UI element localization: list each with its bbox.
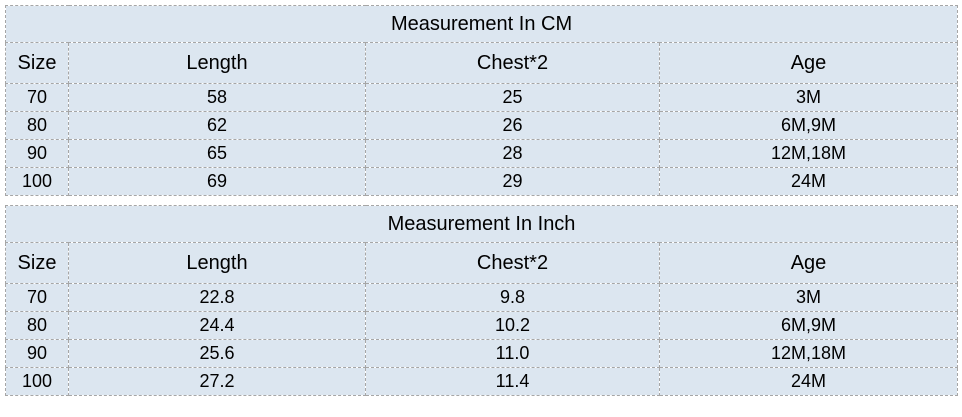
cell-age: 3M: [659, 283, 958, 312]
column-header-length: Length: [68, 242, 366, 284]
table-title-inch: Measurement In Inch: [5, 205, 958, 243]
cell-size: 100: [5, 167, 69, 196]
table-row: 100 69 29 24M: [5, 167, 959, 196]
cell-chest: 28: [365, 139, 660, 168]
cell-age: 6M,9M: [659, 311, 958, 340]
size-chart: Measurement In CM Size Length Chest*2 Ag…: [4, 5, 959, 396]
table-row: 90 25.6 11.0 12M,18M: [5, 339, 958, 368]
cell-chest: 9.8: [365, 283, 660, 312]
table-title-row: Measurement In CM: [4, 5, 959, 43]
table-row: 70 58 25 3M: [5, 83, 959, 112]
column-header-size: Size: [5, 242, 69, 284]
cell-size: 80: [5, 111, 69, 140]
cell-size: 80: [5, 311, 69, 340]
column-header-age: Age: [658, 42, 959, 84]
cell-age: 12M,18M: [659, 339, 958, 368]
cell-length: 24.4: [68, 311, 366, 340]
cell-chest: 25: [365, 83, 660, 112]
cell-chest: 29: [365, 167, 660, 196]
column-header-chest: Chest*2: [365, 42, 660, 84]
column-header-length: Length: [68, 42, 366, 84]
table-row: 80 24.4 10.2 6M,9M: [5, 311, 958, 340]
cell-length: 69: [68, 167, 366, 196]
table-row: 90 65 28 12M,18M: [5, 139, 959, 168]
cell-age: 12M,18M: [658, 139, 959, 168]
cell-length: 25.6: [68, 339, 366, 368]
cell-size: 70: [5, 283, 69, 312]
measurement-table-inch: Measurement In Inch Size Length Chest*2 …: [5, 205, 958, 396]
table-row: 80 62 26 6M,9M: [5, 111, 959, 140]
column-header-chest: Chest*2: [365, 242, 660, 284]
cell-chest: 11.4: [365, 367, 660, 396]
cell-age: 24M: [659, 367, 958, 396]
table-row: 70 22.8 9.8 3M: [5, 283, 958, 312]
cell-age: 24M: [658, 167, 959, 196]
table-title-row: Measurement In Inch: [5, 205, 958, 243]
cell-size: 90: [5, 139, 69, 168]
cell-length: 65: [68, 139, 366, 168]
cell-chest: 26: [365, 111, 660, 140]
cell-size: 90: [5, 339, 69, 368]
cell-chest: 10.2: [365, 311, 660, 340]
cell-age: 6M,9M: [658, 111, 959, 140]
cell-chest: 11.0: [365, 339, 660, 368]
column-header-size: Size: [5, 42, 69, 84]
table-header-row: Size Length Chest*2 Age: [5, 242, 958, 284]
measurement-table-cm: Measurement In CM Size Length Chest*2 Ag…: [4, 5, 959, 196]
cell-age: 3M: [658, 83, 959, 112]
table-row: 100 27.2 11.4 24M: [5, 367, 958, 396]
table-title-cm: Measurement In CM: [4, 5, 959, 43]
cell-length: 58: [68, 83, 366, 112]
table-header-row: Size Length Chest*2 Age: [5, 42, 959, 84]
cell-size: 70: [5, 83, 69, 112]
cell-size: 100: [5, 367, 69, 396]
cell-length: 22.8: [68, 283, 366, 312]
cell-length: 27.2: [68, 367, 366, 396]
cell-length: 62: [68, 111, 366, 140]
column-header-age: Age: [659, 242, 958, 284]
